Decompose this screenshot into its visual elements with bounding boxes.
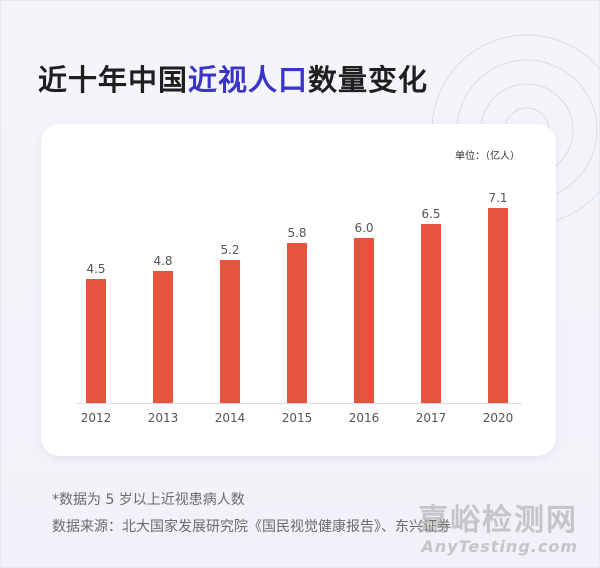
x-tick-label: 2014	[214, 411, 246, 425]
title-highlight: 近视人口	[188, 63, 309, 97]
bar-2017	[421, 224, 441, 403]
bar-2020	[488, 208, 508, 403]
bar-2016	[354, 238, 374, 403]
bar-2012	[86, 279, 106, 403]
unit-label: 单位：（亿人）	[455, 151, 520, 162]
bar-2015	[287, 243, 307, 403]
x-tick-label: 2012	[80, 411, 112, 425]
data-source: 数据来源：北大国家发展研究院《国民视觉健康报告》、东兴证券	[52, 519, 451, 535]
page-title: 近十年中国近视人口数量变化	[38, 57, 428, 99]
x-tick-label: 2013	[147, 411, 179, 425]
chart-card: 单位：（亿人） 4.5 2012 4.8 2013 5.2 2014 5.8 2015 6.0 2…	[41, 124, 556, 456]
value-label: 5.2	[220, 243, 240, 257]
bar-chart: 4.5 2012 4.8 2013 5.2 2014 5.8 2015 6.0 2016 6.5 20…	[41, 124, 556, 456]
x-tick-label: 2020	[482, 411, 514, 425]
x-tick-label: 2016	[348, 411, 380, 425]
x-axis-line	[76, 403, 522, 404]
value-label: 7.1	[488, 191, 508, 205]
footnote: *数据为 5 岁以上近视患病人数	[52, 492, 245, 508]
value-label: 4.8	[153, 254, 173, 268]
value-label: 4.5	[86, 262, 106, 276]
bar-2013	[153, 271, 173, 403]
value-label: 6.5	[421, 207, 441, 221]
value-label: 6.0	[354, 221, 374, 235]
x-tick-label: 2015	[281, 411, 313, 425]
value-label: 5.8	[287, 226, 307, 240]
title-prefix: 近十年中国	[38, 63, 189, 97]
bar-2014	[220, 260, 240, 403]
title-suffix: 数量变化	[308, 63, 429, 97]
x-tick-label: 2017	[415, 411, 447, 425]
